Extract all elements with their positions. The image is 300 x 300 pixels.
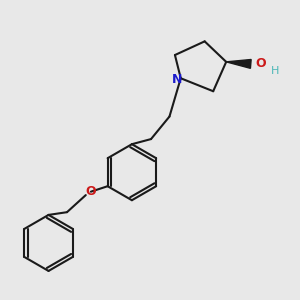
Text: H: H (271, 66, 280, 76)
Text: O: O (255, 57, 266, 70)
Text: O: O (85, 185, 96, 198)
Text: N: N (172, 74, 182, 86)
Polygon shape (226, 59, 251, 68)
